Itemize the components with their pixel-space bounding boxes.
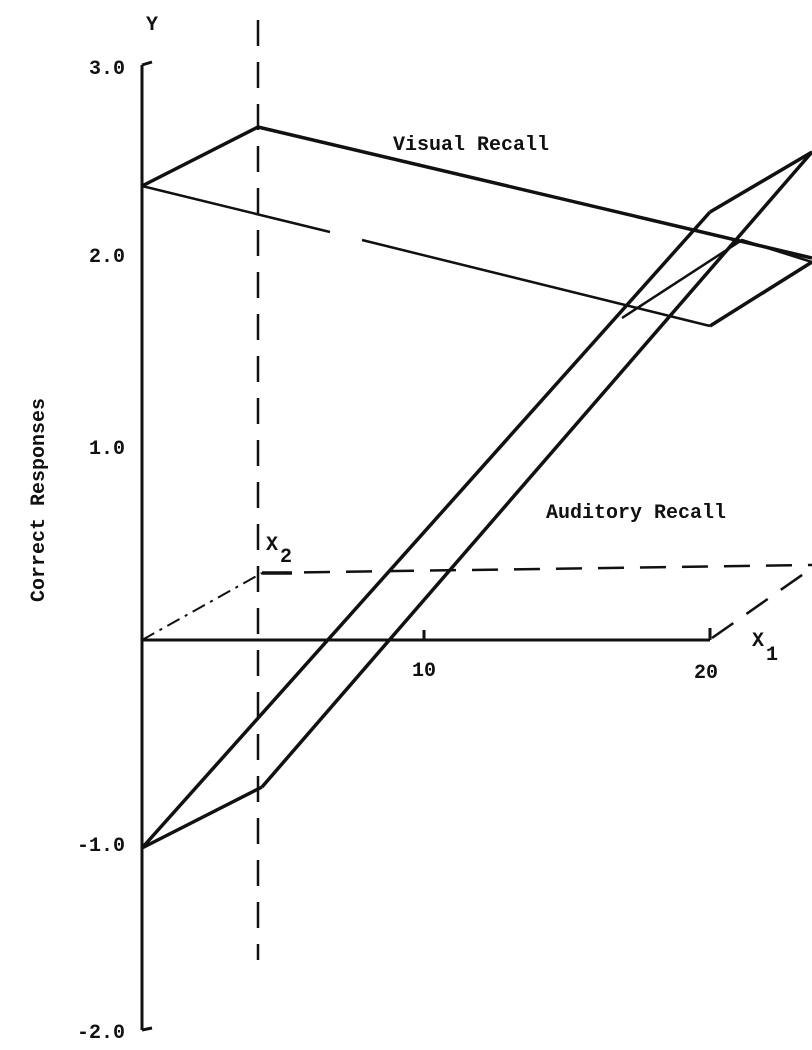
y-tick-label: 2.0: [89, 246, 125, 269]
x1-tick-label: 10: [412, 660, 436, 683]
y-axis-label: Correct Responses: [28, 398, 51, 602]
y-tick-label: -1.0: [77, 835, 125, 858]
visual-plane-edge: [141, 184, 331, 234]
x1-axis-name: X: [752, 630, 764, 653]
y-axis-name: Y: [146, 14, 158, 37]
y-tick-label: 3.0: [89, 58, 125, 81]
visual-plane-edge: [709, 260, 812, 328]
tick: [141, 1026, 153, 1032]
y-tick-label: -2.0: [77, 1022, 125, 1045]
y-tick-label: 1.0: [89, 438, 125, 461]
visual-plane-edge: [141, 125, 812, 260]
auditory-plane-edge: [141, 785, 263, 850]
auditory-plane-edge: [260, 150, 812, 789]
tick: [141, 60, 153, 67]
floor-line: [711, 566, 812, 640]
x1-axis-subscript: 1: [766, 644, 778, 667]
plane-intersection: [621, 238, 812, 320]
visual-plane-edge: [361, 238, 711, 328]
auditory-plane-edge: [709, 150, 812, 214]
x2-axis-name: X: [266, 534, 278, 557]
auditory-plane-edge: [140, 210, 712, 850]
floor-line: [261, 563, 812, 575]
x2-axis-subscript: 2: [280, 546, 292, 569]
plane-label: Visual Recall: [393, 134, 549, 157]
x2-axis: [141, 572, 263, 641]
x1-tick-label: 20: [694, 662, 718, 685]
plane-label: Auditory Recall: [546, 502, 726, 525]
